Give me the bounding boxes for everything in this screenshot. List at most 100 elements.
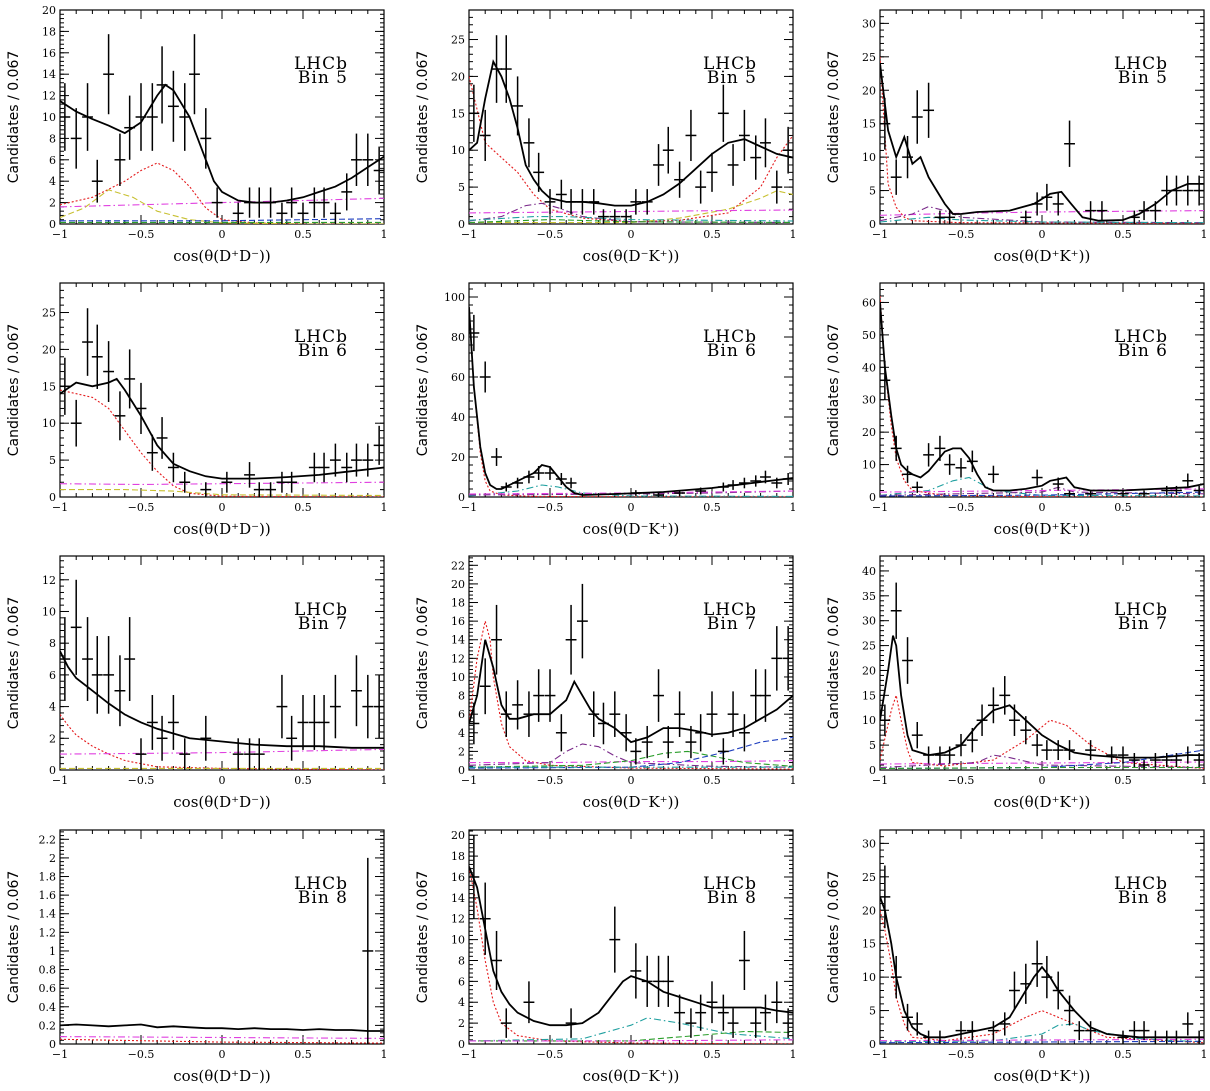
bin-label: Bin 6 <box>1118 341 1168 361</box>
data-point <box>944 454 956 475</box>
x-tick-label: −1 <box>461 228 477 241</box>
data-point <box>695 714 707 752</box>
data-point <box>491 448 502 466</box>
data-point <box>146 434 158 471</box>
data-point <box>103 34 115 115</box>
x-axis-label: cos(θ(D⁺K⁺)) <box>994 247 1091 265</box>
data-point <box>1117 746 1129 764</box>
data-point <box>512 477 524 489</box>
data-point <box>156 417 168 459</box>
data-point <box>999 1012 1011 1036</box>
fit-component-comp_yellow <box>469 190 793 224</box>
data-point <box>1020 716 1032 745</box>
plot-frame <box>468 282 794 498</box>
data-point <box>890 159 902 195</box>
data-point <box>1193 175 1204 206</box>
data-point <box>221 471 233 493</box>
fit-component-comp_magenta <box>469 760 793 764</box>
data-point <box>146 694 158 750</box>
y-tick-label: 25 <box>862 51 876 64</box>
plot-area <box>469 35 793 224</box>
data-point <box>156 715 168 761</box>
data-point <box>576 189 588 215</box>
y-tick-label: 0 <box>49 218 56 231</box>
fit-component-comp_blue <box>880 491 1204 497</box>
data-point <box>1064 490 1075 497</box>
data-point <box>103 341 115 402</box>
x-tick-label: −1 <box>872 228 888 241</box>
data-point <box>880 865 891 929</box>
data-point <box>1009 704 1020 736</box>
y-tick-label: 80 <box>451 331 465 344</box>
data-point <box>1064 995 1075 1026</box>
plot-area <box>60 308 384 497</box>
y-tick-label: 10 <box>451 144 465 157</box>
data-point <box>512 76 524 136</box>
data-point <box>620 209 632 224</box>
data-point <box>1009 971 1020 1010</box>
data-point <box>695 170 707 204</box>
data-point <box>750 1008 762 1038</box>
data-point <box>1085 740 1097 761</box>
x-tick-label: −0.5 <box>948 774 975 787</box>
bin-label: Bin 8 <box>298 888 348 908</box>
data-point <box>653 144 664 186</box>
y-tick-label: 0 <box>869 1038 876 1051</box>
data-point <box>91 324 103 389</box>
data-point <box>135 83 147 151</box>
fit-component-comp_red <box>60 389 384 497</box>
x-tick-label: −1 <box>52 501 68 514</box>
data-point <box>533 669 545 722</box>
x-tick-label: −0.5 <box>948 1048 975 1061</box>
total-fit-line <box>880 63 1204 222</box>
data-point <box>1106 746 1118 764</box>
fit-component-comp_red <box>880 295 1204 497</box>
data-point <box>911 481 923 493</box>
data-point <box>469 314 480 352</box>
data-point <box>329 202 341 224</box>
data-point <box>362 857 374 1044</box>
x-tick-label: −1 <box>52 228 68 241</box>
x-tick-label: 0 <box>1039 1048 1046 1061</box>
y-tick-label: 30 <box>862 394 876 407</box>
x-tick-label: 1 <box>790 1048 797 1061</box>
y-tick-label: 16 <box>451 615 465 628</box>
data-point <box>750 475 762 487</box>
fit-component-comp_magenta <box>60 748 384 755</box>
plot-area <box>880 582 1204 770</box>
data-point <box>276 471 288 493</box>
data-point <box>902 1003 913 1031</box>
data-point <box>135 738 147 770</box>
data-point <box>373 674 384 739</box>
data-point <box>91 159 103 203</box>
data-point <box>923 82 935 138</box>
data-point <box>318 452 330 483</box>
data-point <box>738 477 750 489</box>
y-tick-label: 8 <box>458 690 465 703</box>
x-axis-label: cos(θ(D⁺D⁻)) <box>173 793 270 811</box>
x-tick-label: 1 <box>381 774 388 787</box>
data-point <box>1052 971 1064 1010</box>
y-tick-label: 2 <box>458 1017 465 1030</box>
data-point <box>156 46 168 124</box>
data-point <box>1031 192 1043 216</box>
data-point <box>620 714 632 752</box>
data-point <box>1085 201 1097 221</box>
data-point <box>1041 955 1053 999</box>
y-tick-label: 60 <box>451 371 465 384</box>
lhcb-label: LHCb <box>294 600 348 620</box>
lhcb-label: LHCb <box>703 600 757 620</box>
data-point <box>341 452 353 483</box>
x-tick-label: 0 <box>219 1048 226 1061</box>
data-point <box>966 1021 978 1041</box>
data-point <box>544 466 556 480</box>
data-point <box>329 443 341 477</box>
data-point <box>523 470 535 484</box>
x-tick-label: −0.5 <box>128 1048 155 1061</box>
lhcb-label: LHCb <box>1114 874 1168 894</box>
data-point <box>286 187 298 218</box>
data-point <box>955 733 967 757</box>
data-point <box>469 702 480 745</box>
